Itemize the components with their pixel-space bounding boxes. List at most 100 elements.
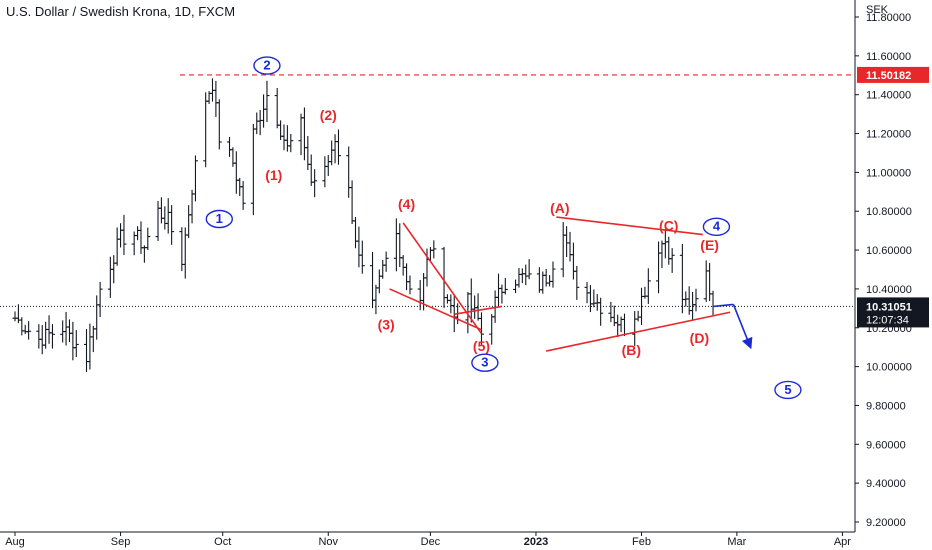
wave-label-blue: 2	[253, 56, 281, 75]
ohlc-bar	[301, 107, 307, 161]
ohlc-bar	[669, 248, 675, 273]
ohlc-bar	[547, 275, 553, 287]
ohlc-bar	[478, 312, 484, 345]
ohlc-bar	[192, 155, 198, 202]
ohlc-bar	[444, 294, 450, 304]
wave-label-circle	[253, 56, 281, 75]
blue-projection-line	[732, 304, 753, 350]
ohlc-bar	[359, 240, 365, 274]
ohlc-bar	[312, 169, 318, 198]
ohlc-bar	[118, 223, 124, 248]
ohlc-bar	[305, 136, 311, 171]
ohlc-bar	[308, 154, 314, 186]
ohlc-bar	[90, 325, 96, 353]
ohlc-bar	[703, 260, 709, 302]
wave-label-red: (A)	[550, 200, 569, 216]
red-trend-line	[389, 288, 482, 331]
ohlc-bar	[155, 200, 161, 242]
wave-label-text: 1	[216, 211, 223, 226]
price-tick-label: 11.20000	[866, 129, 911, 141]
ohlc-bar	[36, 324, 42, 349]
ohlc-bar	[659, 240, 665, 269]
ohlc-bar	[111, 255, 117, 284]
ohlc-bar	[49, 324, 55, 349]
ohlc-bar	[475, 293, 481, 321]
ohlc-bar	[107, 256, 113, 298]
time-tick-label: Sep	[111, 536, 131, 548]
ohlc-bar	[97, 281, 103, 318]
price-tick-label: 9.60000	[866, 439, 906, 451]
ohlc-bar	[570, 242, 576, 280]
price-tick-label: 10.40000	[866, 284, 912, 296]
ohlc-bar	[567, 231, 573, 262]
time-tick-label: 2023	[524, 536, 548, 548]
price-tick-label: 10.60000	[866, 245, 912, 257]
red-trend-line	[556, 216, 703, 236]
ohlc-bar	[281, 124, 287, 151]
wave-label-red: (E)	[700, 237, 719, 253]
ohlc-bar	[70, 321, 76, 361]
wave-label-blue: 5	[774, 380, 802, 400]
ohlc-bar	[162, 206, 168, 230]
blue-projection-line	[712, 303, 734, 308]
wave-label-text: 3	[481, 355, 488, 370]
ohlc-bar	[165, 198, 171, 234]
ohlc-bar	[233, 151, 239, 194]
ohlc-bar	[121, 214, 127, 255]
wave-label-text: 2	[263, 57, 270, 72]
wave-label-red: (1)	[265, 167, 282, 183]
ohlc-bar	[591, 289, 597, 308]
ohlc-bar	[707, 262, 713, 302]
price-axis-bg	[855, 0, 932, 550]
ohlc-bar	[349, 180, 355, 225]
time-tick-label: Feb	[632, 536, 651, 548]
wave-labels: (1) (2) (3) (4) (5) (A) (B) (C) (D) (E) 1 2 3 4 5	[205, 56, 802, 400]
price-tick-label: 11.80000	[866, 12, 911, 24]
resistance-price-tag: 11.50182	[857, 66, 929, 83]
ohlc-bar	[693, 288, 699, 312]
time-tick-label: Aug	[5, 536, 25, 548]
last-price-tag-bg	[857, 297, 929, 328]
ohlc-bar	[679, 243, 685, 314]
ohlc-bar	[608, 301, 614, 323]
ohlc-bar	[393, 218, 399, 272]
ohlc-bar	[186, 205, 192, 239]
ohlc-bar	[158, 197, 164, 224]
price-tick-label: 9.20000	[866, 517, 906, 529]
price-tick-label: 11.60000	[866, 51, 911, 63]
wave-label-red: (D)	[690, 330, 709, 346]
wave-label-red: (3)	[378, 317, 395, 333]
ohlc-bar	[635, 310, 641, 322]
ohlc-bar	[189, 189, 195, 224]
ohlc-bar	[519, 268, 525, 284]
ohlc-bar	[560, 222, 566, 278]
ohlc-bar	[203, 92, 209, 168]
ohlc-bar	[587, 285, 593, 313]
ohlc-bar	[329, 140, 335, 166]
ohlc-bar	[513, 279, 519, 294]
wave-label-circle	[471, 353, 499, 372]
price-tick-label: 9.40000	[866, 478, 906, 490]
ohlc-bar	[66, 319, 72, 343]
ohlc-bar	[516, 268, 522, 288]
ohlc-bar	[353, 217, 358, 249]
ohlc-bar	[135, 226, 141, 241]
ohlc-bars	[12, 78, 716, 373]
time-tick-label: Oct	[214, 536, 231, 548]
chart-title: U.S. Dollar / Swedish Krona, 1D, FXCM	[6, 4, 236, 19]
wave-label-red: (5)	[473, 338, 490, 354]
ohlc-bar	[257, 109, 263, 136]
ohlc-bar	[383, 251, 389, 272]
ohlc-bar	[261, 94, 267, 128]
ohlc-bar	[145, 227, 151, 251]
ohlc-bar	[325, 155, 331, 176]
ohlc-bar	[404, 263, 410, 291]
time-tick-label: Nov	[318, 536, 338, 548]
ohlc-bar	[496, 273, 502, 308]
wave-label-blue: 4	[702, 217, 731, 236]
ohlc-bar	[284, 125, 290, 152]
ohlc-bar	[87, 323, 93, 370]
ohlc-bar	[400, 255, 406, 276]
